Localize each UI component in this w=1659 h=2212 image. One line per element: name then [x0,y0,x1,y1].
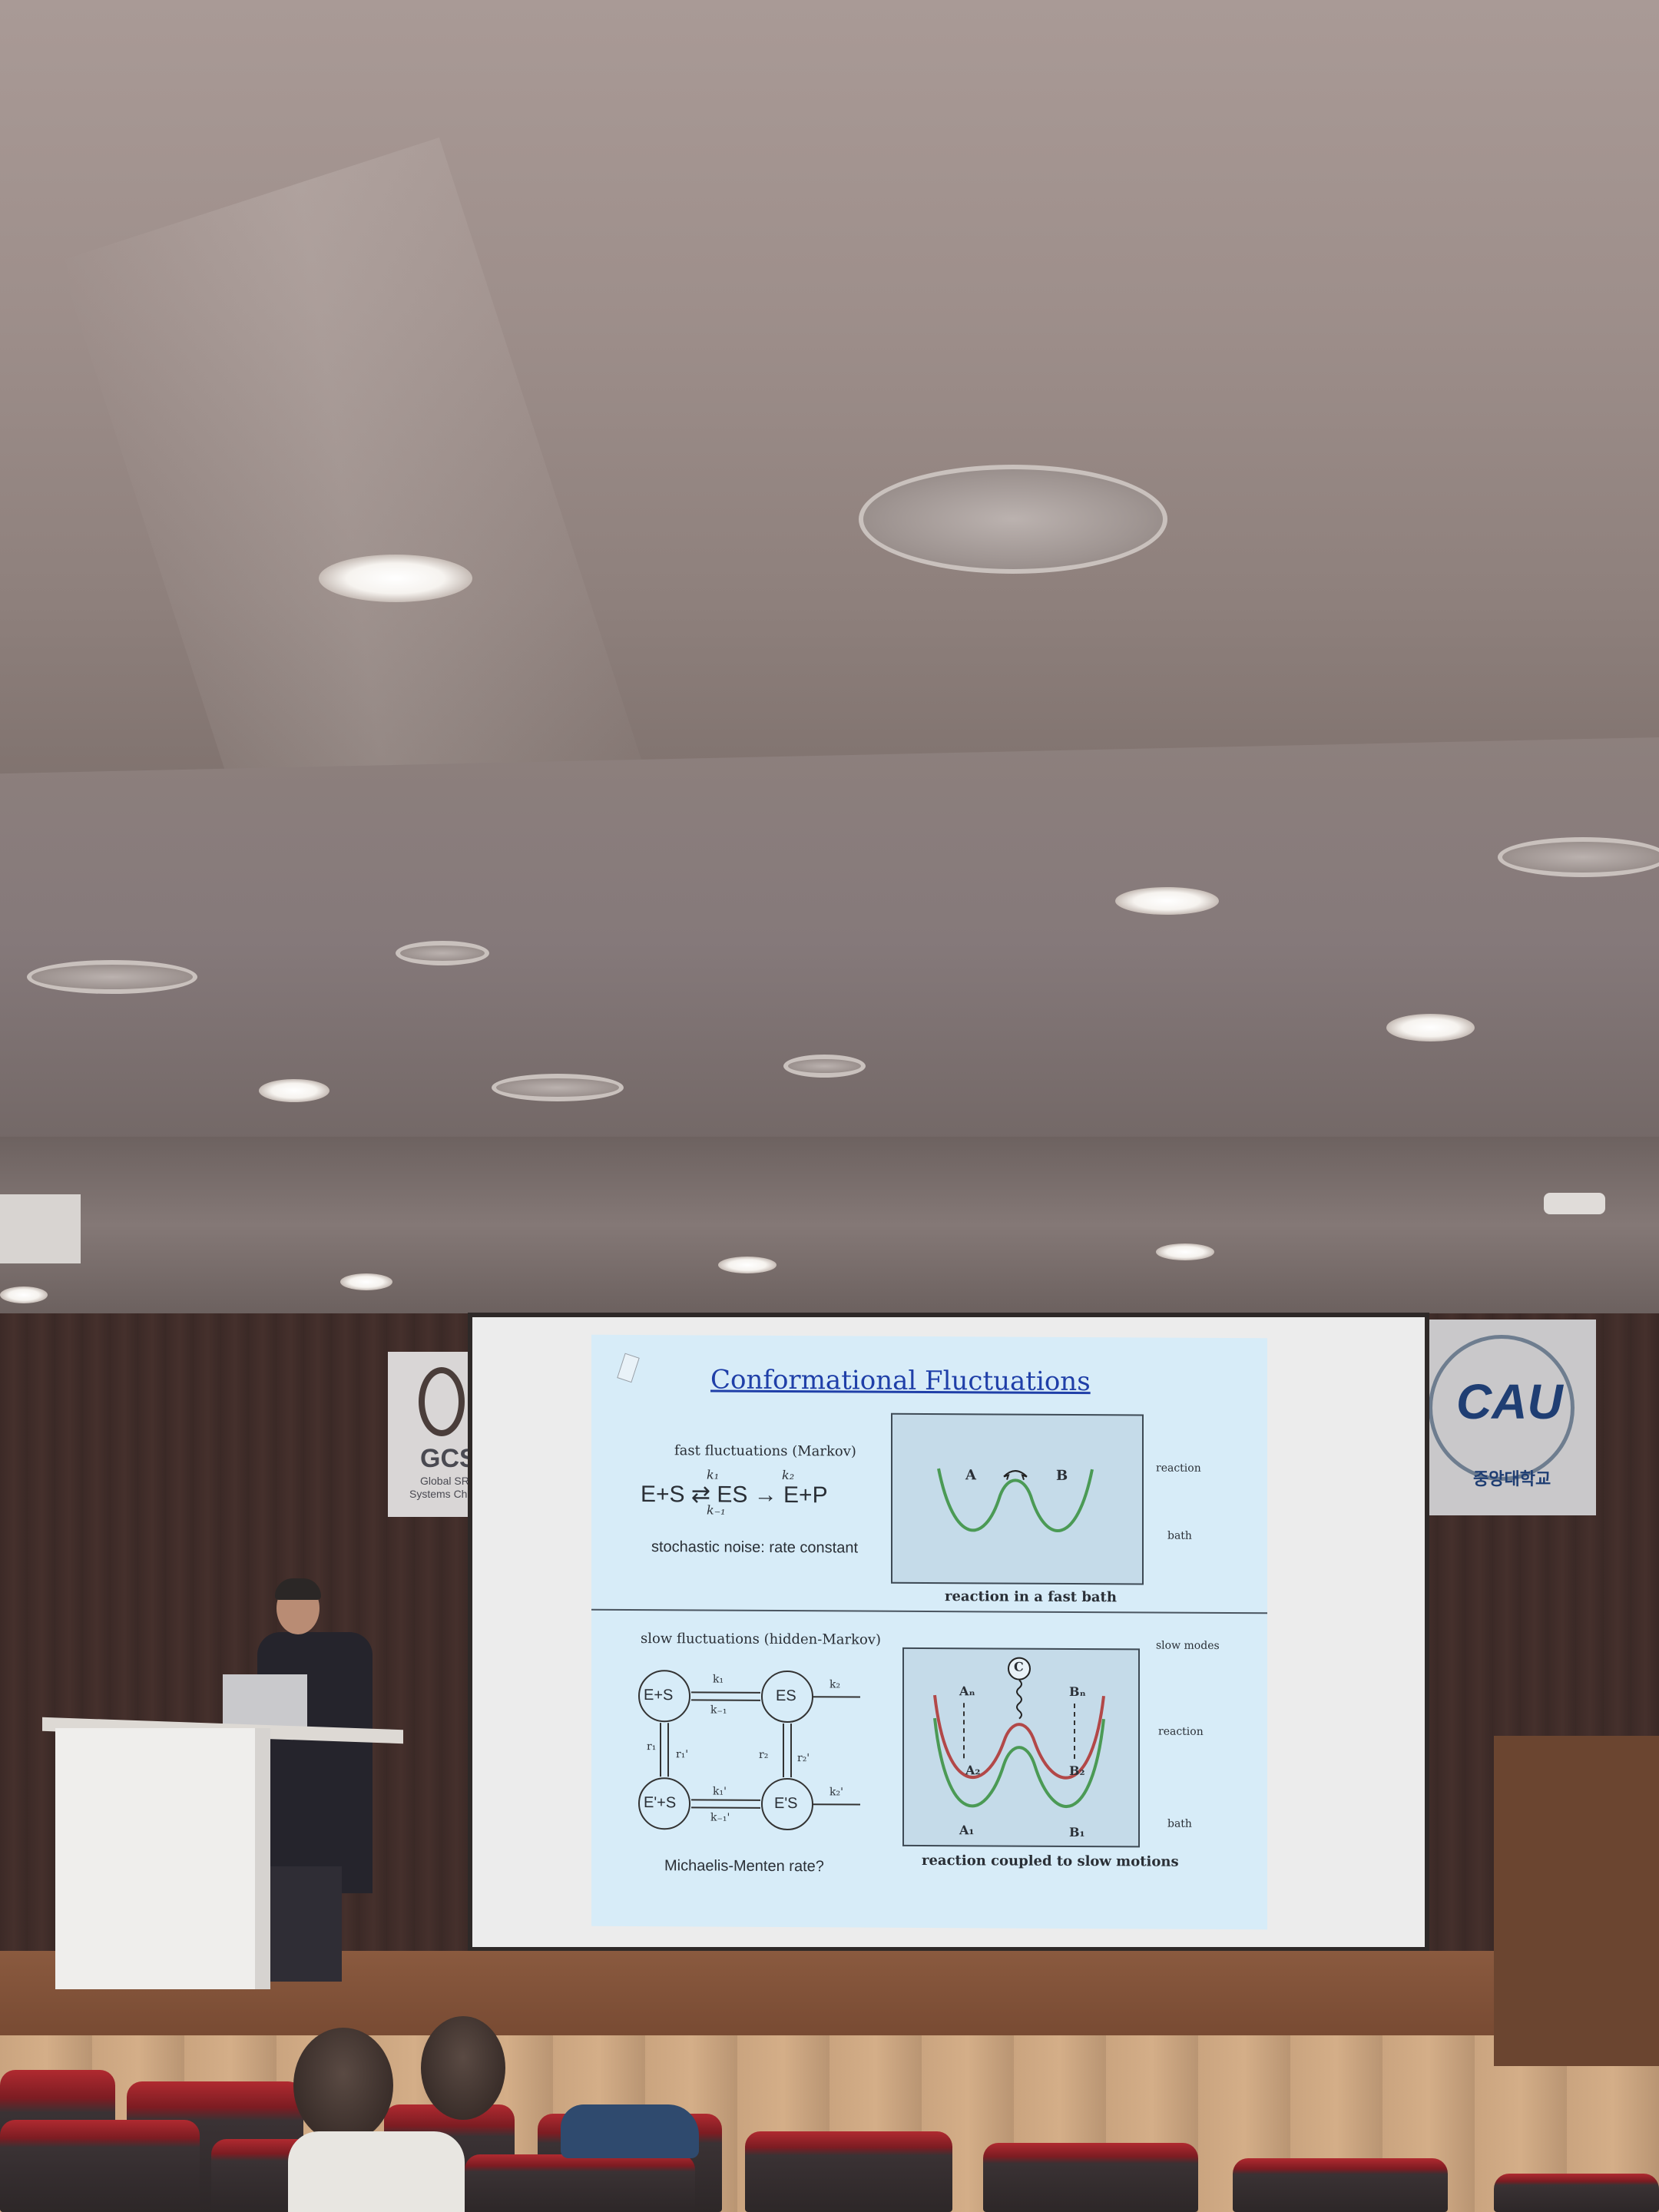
audience-head [421,2016,505,2120]
rate-k2p: k₂' [830,1786,843,1799]
rate-r2p: r₂' [797,1752,810,1765]
audience-head [293,2028,393,2143]
fast-bath-panel: A B [891,1412,1144,1585]
state-eps-complex: E'S [774,1794,798,1813]
ceiling-vent [492,1074,624,1101]
level-b1: B₁ [1069,1824,1085,1840]
cau-logo: CAU [1456,1374,1563,1429]
ceiling-vent [27,960,197,994]
fast-bath-label: bath [1167,1529,1192,1542]
level-b2: B₂ [1069,1763,1085,1779]
banner-left-sub: Systems Che [409,1488,474,1500]
ceiling [0,0,1659,860]
level-bn: Bₙ [1069,1684,1086,1700]
double-well-plot [937,1468,1094,1532]
cau-seal-icon [1429,1335,1575,1481]
gcs-logo-icon [419,1367,465,1436]
fast-k1: k₁ [707,1467,720,1482]
state-es: E+S [644,1687,674,1704]
speaker-legs [269,1866,342,1982]
slow-motion-panel: C Aₙ Bₙ A₂ B₂ A₁ B₁ [902,1647,1140,1848]
slide-title: Conformational Fluctuations [710,1364,1091,1398]
auditorium-seat [1494,2174,1659,2212]
ceiling-light [1156,1243,1214,1260]
lectern [55,1728,270,1989]
ceiling-light [259,1079,329,1102]
fast-caption: stochastic noise: rate constant [651,1538,859,1557]
slow-modes-label: slow modes [1156,1639,1220,1652]
rate-k1p: k₁' [713,1785,727,1798]
slow-caption: Michaelis-Menten rate? [664,1857,824,1876]
rate-r2: r₂ [759,1748,769,1761]
wooden-lectern [1494,1736,1659,2066]
fast-reaction-scheme: E+S ⇄ ES → E+P [641,1482,828,1508]
rate-k2: k₂ [830,1678,841,1691]
ceiling-light [1386,1014,1475,1041]
fast-fluct-heading: fast fluctuations (Markov) [674,1442,856,1460]
ceiling-light [340,1273,392,1290]
speaker [257,1632,373,1893]
speaker-hair [275,1578,321,1600]
rate-km1p: k₋₁' [710,1811,730,1824]
projector [0,1194,81,1263]
level-a2: A₂ [965,1763,981,1778]
coupled-wells-plot [933,1657,1105,1808]
hidden-markov-scheme [638,1670,860,1831]
auditorium-seat [0,2120,200,2212]
slide-divider [591,1608,1267,1614]
jacket-on-seat [561,2104,699,2158]
well-label-a: A [965,1467,976,1484]
banner-left-title: GCS [420,1444,477,1473]
auditorium-seat [1233,2158,1448,2212]
rate-r1: r₁ [647,1740,657,1753]
state-eps: E'+S [644,1794,677,1812]
ceiling-beam [0,737,1659,1190]
banner-right: CAU 중앙대학교 [1412,1320,1596,1515]
slow-motion-caption: reaction coupled to slow motions [922,1852,1179,1870]
slide: Conformational Fluctuations fast fluctua… [591,1334,1267,1930]
ceiling-light [718,1257,777,1273]
level-an: Aₙ [959,1684,975,1699]
ceiling-light [319,555,472,602]
slide-corner-icon [617,1353,640,1383]
smoke-detector [1544,1193,1605,1214]
auditorium-seat [745,2131,952,2212]
level-a1: A₁ [959,1823,975,1838]
cau-korean-name: 중앙대학교 [1473,1469,1551,1488]
auditorium-seat [465,2154,695,2212]
soffit [0,1137,1659,1313]
rate-r1p: r₁' [676,1748,689,1761]
laptop [223,1674,307,1728]
ceiling-vent [396,941,489,965]
slow-fluct-heading: slow fluctuations (hidden-Markov) [641,1631,882,1648]
fast-km1: k₋₁ [707,1502,726,1518]
rate-km1: k₋₁ [710,1704,727,1717]
state-es-complex: ES [776,1687,796,1705]
slow-mode-c: C [1014,1659,1024,1674]
banner-left: GCS Global SRC Systems Che [388,1352,488,1517]
ceiling-vent [783,1055,866,1078]
banner-left-sub: Global SRC [420,1475,477,1487]
well-label-b: B [1056,1467,1068,1484]
slow-reaction-label: reaction [1158,1725,1204,1738]
ceiling-light [0,1286,48,1303]
fast-k2: k₂ [782,1467,795,1483]
rate-k1: k₁ [713,1673,724,1686]
ceiling-light [1115,887,1219,915]
ceiling-vent [859,465,1167,574]
slow-bath-label: bath [1167,1817,1192,1830]
auditorium-seat [983,2143,1198,2212]
ceiling-vent [1498,837,1659,877]
fast-bath-caption: reaction in a fast bath [945,1588,1117,1606]
fast-reaction-label: reaction [1156,1462,1201,1475]
audience-shirt [288,2131,465,2212]
